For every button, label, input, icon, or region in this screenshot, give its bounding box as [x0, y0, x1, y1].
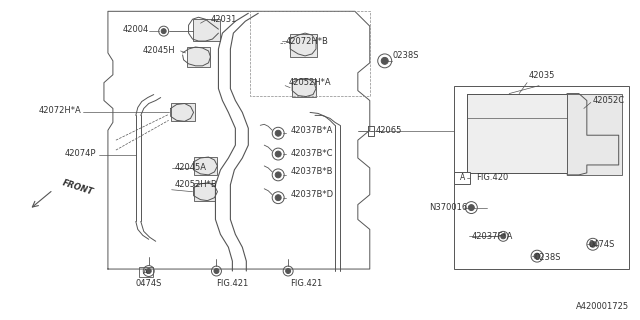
- Text: 0238S: 0238S: [534, 253, 561, 262]
- Bar: [187, 47, 211, 67]
- Text: 42037B*D: 42037B*D: [290, 190, 333, 199]
- Circle shape: [147, 268, 151, 274]
- Text: 42052H*B: 42052H*B: [175, 180, 218, 189]
- Text: 42037B*B: 42037B*B: [290, 167, 333, 176]
- Text: 42065: 42065: [376, 126, 402, 135]
- Text: 42037B*C: 42037B*C: [290, 148, 333, 157]
- Circle shape: [161, 29, 166, 34]
- Text: 42004: 42004: [122, 25, 148, 34]
- Bar: [193, 157, 218, 175]
- Text: FIG.420: FIG.420: [476, 173, 509, 182]
- Text: FIG.421: FIG.421: [290, 279, 323, 288]
- Text: 42045H: 42045H: [143, 46, 175, 55]
- Text: 42037F*A: 42037F*A: [471, 232, 513, 241]
- Bar: [193, 19, 220, 41]
- Circle shape: [534, 253, 540, 259]
- Circle shape: [275, 172, 281, 178]
- Bar: [171, 103, 195, 121]
- Text: 0474S: 0474S: [589, 240, 615, 249]
- Bar: [454, 86, 628, 269]
- Circle shape: [275, 130, 281, 136]
- Circle shape: [285, 268, 291, 274]
- Circle shape: [275, 195, 281, 201]
- Text: 42031: 42031: [211, 15, 237, 24]
- Circle shape: [214, 268, 219, 274]
- Circle shape: [381, 57, 388, 64]
- Circle shape: [590, 241, 596, 247]
- Text: 42035: 42035: [529, 71, 556, 80]
- Circle shape: [468, 204, 474, 211]
- Text: A: A: [143, 269, 148, 275]
- Bar: [467, 93, 567, 173]
- Circle shape: [275, 151, 281, 157]
- Text: 42072H*A: 42072H*A: [38, 106, 81, 115]
- Bar: [292, 79, 316, 97]
- Text: FIG.421: FIG.421: [216, 279, 249, 288]
- Text: N370016: N370016: [429, 203, 467, 212]
- Text: A: A: [460, 173, 465, 182]
- Text: 42045A: 42045A: [175, 164, 207, 172]
- Text: 42072H*B: 42072H*B: [285, 36, 328, 45]
- Bar: [139, 267, 153, 277]
- Text: 0474S: 0474S: [136, 279, 162, 288]
- Text: 42074P: 42074P: [65, 148, 96, 157]
- Text: 42052C: 42052C: [593, 96, 625, 105]
- Text: FRONT: FRONT: [61, 179, 95, 197]
- Circle shape: [500, 234, 506, 239]
- Text: 42037B*A: 42037B*A: [290, 126, 333, 135]
- Bar: [567, 93, 621, 175]
- Bar: [193, 183, 216, 201]
- Bar: [467, 93, 567, 173]
- Text: A420001725: A420001725: [575, 302, 628, 311]
- Bar: [454, 172, 470, 184]
- Text: 42052H*A: 42052H*A: [288, 78, 331, 87]
- Bar: [290, 34, 317, 57]
- Text: 0238S: 0238S: [393, 52, 419, 60]
